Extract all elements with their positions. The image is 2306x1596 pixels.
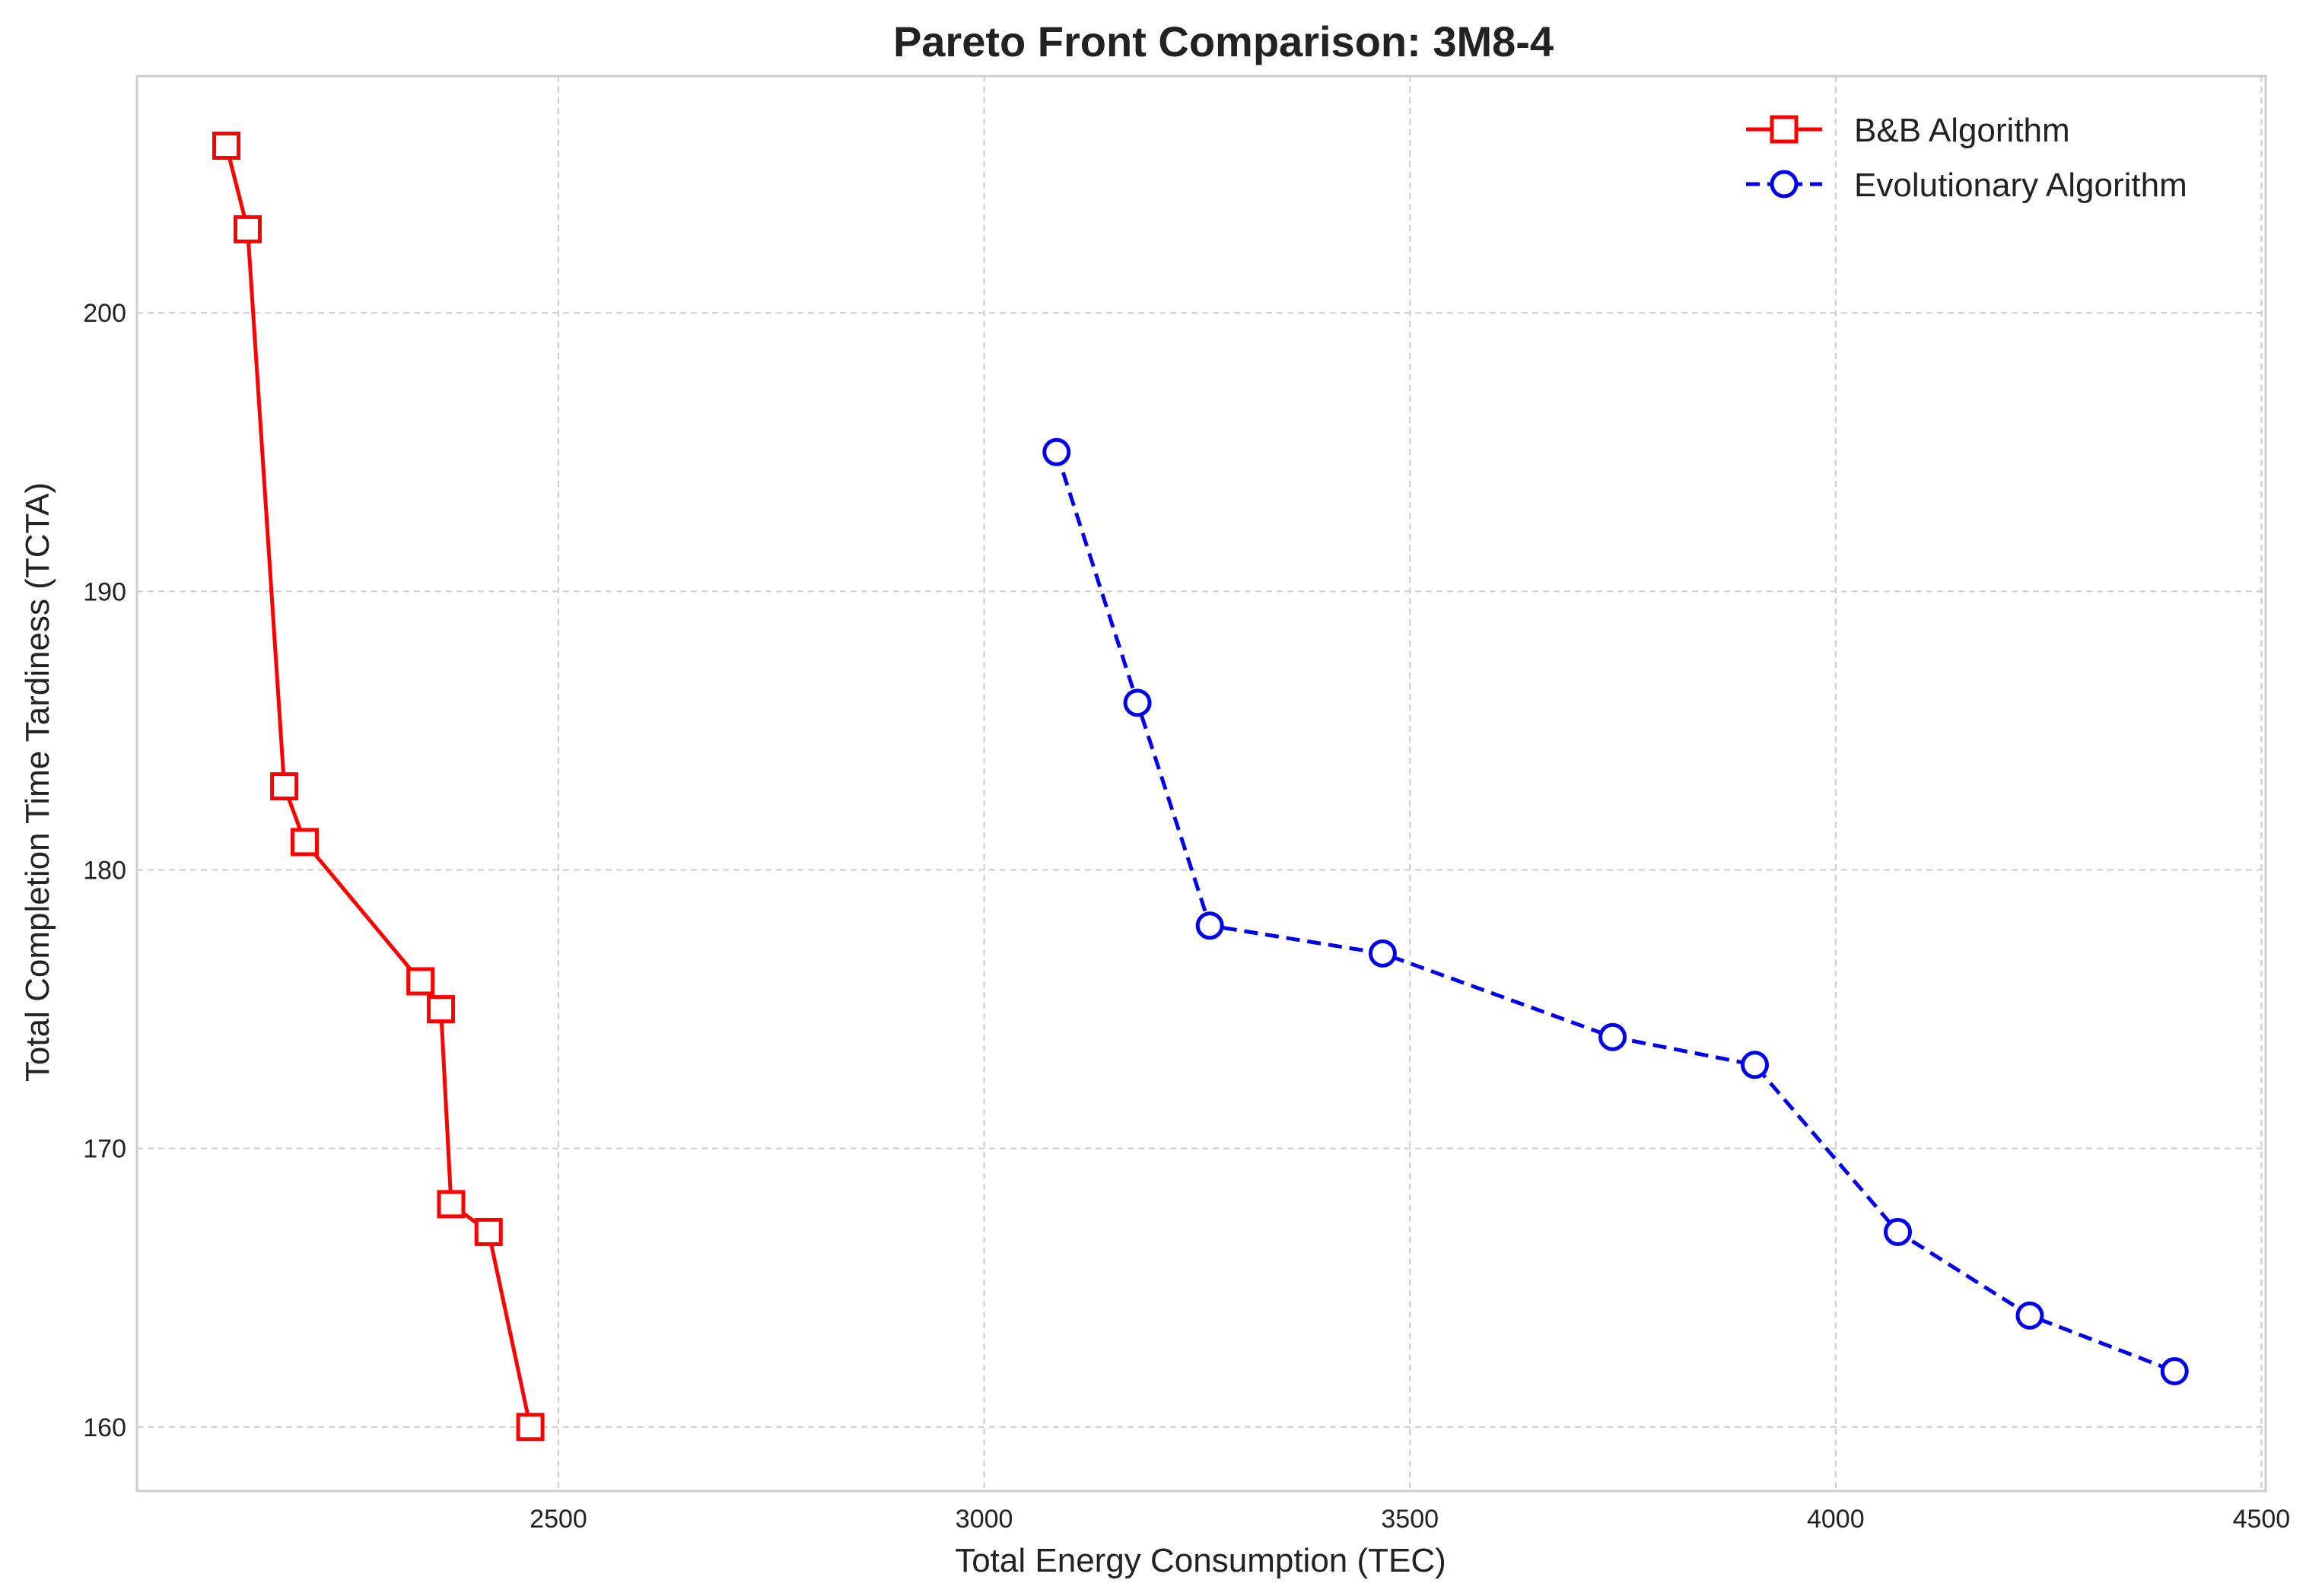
- y-tick-label: 190: [83, 577, 126, 606]
- data-point: [290, 828, 319, 857]
- x-tick-label: 4500: [2233, 1505, 2291, 1534]
- data-point: [2160, 1357, 2189, 1386]
- data-point: [1195, 911, 1224, 940]
- data-point: [1123, 688, 1152, 717]
- data-point: [427, 995, 456, 1024]
- data-point: [212, 132, 241, 161]
- legend-item-evolutionary: Evolutionary Algorithm: [1746, 167, 2187, 204]
- data-point: [437, 1190, 466, 1219]
- data-point: [1740, 1051, 1769, 1079]
- legend-item-bnb: B&B Algorithm: [1746, 112, 2070, 149]
- legend-marker-square: [1770, 115, 1799, 144]
- x-tick-label: 2500: [530, 1505, 587, 1534]
- x-axis-ticks: 2500 3000 3500 4000 4500: [530, 1505, 2290, 1534]
- y-tick-label: 160: [83, 1413, 126, 1442]
- data-point: [1884, 1217, 1913, 1246]
- x-tick-label: 3500: [1381, 1505, 1439, 1534]
- legend-label-evolutionary: Evolutionary Algorithm: [1854, 167, 2187, 204]
- plot-frame: [135, 75, 2267, 1493]
- data-point: [233, 215, 262, 243]
- x-tick-label: 3000: [956, 1505, 1013, 1534]
- grid-lines: [137, 76, 2266, 1491]
- data-point: [516, 1413, 545, 1442]
- y-tick-label: 200: [83, 299, 126, 328]
- y-tick-label: 180: [83, 857, 126, 885]
- data-point: [1368, 939, 1397, 968]
- data-point: [406, 967, 435, 996]
- data-point: [270, 772, 299, 801]
- series-layer: [212, 132, 2189, 1442]
- x-tick-label: 4000: [1807, 1505, 1865, 1534]
- data-point: [1598, 1022, 1627, 1051]
- legend-marker-circle: [1770, 170, 1799, 199]
- data-point: [474, 1217, 503, 1246]
- data-point: [1042, 437, 1071, 466]
- legend-label-bnb: B&B Algorithm: [1854, 112, 2070, 149]
- legend: B&B Algorithm Evolutionary Algorithm: [1746, 112, 2187, 204]
- y-axis-ticks: 160 170 180 190 200: [83, 299, 126, 1442]
- data-point: [2015, 1301, 2044, 1330]
- chart-title: Pareto Front Comparison: 3M8-4: [893, 17, 1554, 65]
- y-tick-label: 170: [83, 1135, 126, 1164]
- y-axis-label: Total Completion Time Tardiness (TCTA): [19, 482, 56, 1082]
- series-evolutionary: [1042, 437, 2189, 1386]
- x-axis-label: Total Energy Consumption (TEC): [955, 1542, 1446, 1579]
- series-bnb: [212, 132, 545, 1442]
